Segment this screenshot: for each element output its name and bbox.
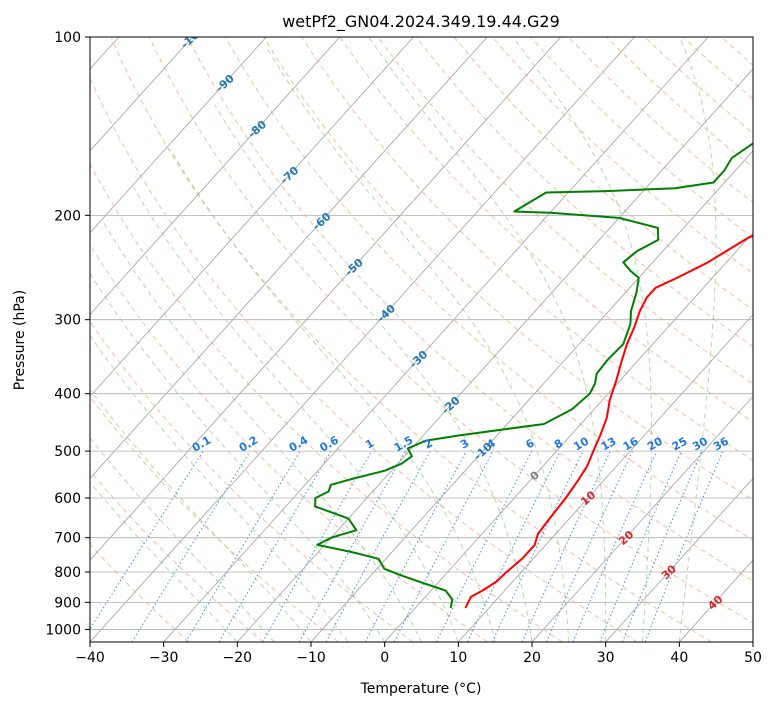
y-tick-label: 400 (54, 387, 81, 403)
isotherm-line (458, 313, 753, 642)
mixing-ratio-line (599, 450, 682, 642)
dry-adiabat (90, 243, 488, 642)
x-tick-label: 30 (597, 650, 615, 666)
x-axis-title: Temperature (°C) (360, 681, 482, 697)
mixing-ratio-line (325, 450, 431, 642)
mixing-ratio-line (644, 450, 724, 642)
x-tick-label: 20 (523, 650, 541, 666)
mixing-ratio-line (621, 450, 703, 642)
isotherm-line (90, 37, 562, 561)
x-tick-label: −20 (223, 650, 253, 666)
moist-adiabat (133, 187, 459, 642)
isotherm-line (90, 37, 267, 234)
dry-adiabat (186, 37, 753, 582)
x-tick-label: 10 (449, 650, 467, 666)
x-tick-label: 40 (670, 650, 688, 666)
mixing-ratio-line (545, 450, 633, 642)
dry-adiabat (415, 37, 753, 348)
dry-adiabat (90, 162, 563, 642)
x-tick-label: 0 (380, 650, 389, 666)
x-tick-label: −30 (149, 650, 179, 666)
moist-adiabat (214, 104, 533, 642)
dry-adiabat (90, 470, 264, 642)
background-lines (90, 37, 753, 642)
axes: −40 −30 −20 −10 0 10 20 30 40 50 1000 900 800 700 600 5… (45, 30, 762, 666)
y-tick-label: 600 (54, 491, 81, 507)
moist-adiabat (102, 221, 422, 642)
moist-adiabat (678, 37, 717, 642)
dry-adiabat (263, 37, 753, 501)
x-tick-label: 50 (744, 650, 762, 666)
moist-adiabat (368, 37, 607, 642)
data-series (314, 142, 753, 609)
isotherm-line (90, 37, 414, 398)
y-tick-label: 200 (54, 208, 81, 224)
moist-adiabat (90, 272, 386, 642)
isotherm-line (90, 37, 488, 479)
gridlines (90, 37, 753, 642)
y-tick-label: 700 (54, 531, 81, 547)
mixing-ratio-line (298, 450, 406, 642)
mixing-ratio-line (572, 450, 658, 642)
dry-adiabat (148, 37, 753, 624)
temperature-profile (464, 234, 753, 609)
plot-frame (89, 36, 754, 643)
isotherm-line (90, 37, 635, 642)
y-tick-label: 800 (54, 565, 81, 581)
dry-adiabat (110, 37, 712, 642)
isotherm-line (605, 477, 753, 642)
y-axis-title: Pressure (hPa) (12, 290, 28, 390)
isotherm-line (237, 68, 753, 642)
dry-adiabat (224, 37, 753, 541)
y-tick-label: 900 (54, 595, 81, 611)
y-tick-label: 1000 (45, 622, 81, 638)
moist-adiabat (90, 437, 275, 642)
dry-adiabat (90, 76, 638, 642)
dry-adiabat (301, 37, 753, 462)
y-tick-label: 500 (54, 444, 81, 460)
moist-adiabat (90, 481, 238, 642)
moist-adiabat (267, 49, 570, 642)
moist-adiabat (512, 37, 653, 642)
isotherm-line (163, 37, 709, 642)
mixing-ratio-line (435, 450, 533, 642)
dewpoint-profile (314, 142, 753, 609)
y-tick-label: 300 (54, 313, 81, 329)
chart-title: wetPf2_GN04.2024.349.19.44.G29 (282, 12, 560, 32)
isotherm-line (310, 150, 753, 642)
moist-adiabat (170, 149, 496, 642)
mixing-ratio-line (90, 450, 204, 630)
dry-adiabat (377, 37, 753, 385)
isotherm-line (90, 37, 341, 316)
isotherm-line (384, 232, 753, 642)
y-tick-label: 100 (54, 30, 81, 46)
x-tick-label: −40 (75, 650, 105, 666)
x-tick-label: −10 (296, 650, 326, 666)
mixing-ratio-line (364, 450, 467, 642)
isotherm-line (90, 37, 193, 152)
isotherm-line (531, 395, 753, 642)
